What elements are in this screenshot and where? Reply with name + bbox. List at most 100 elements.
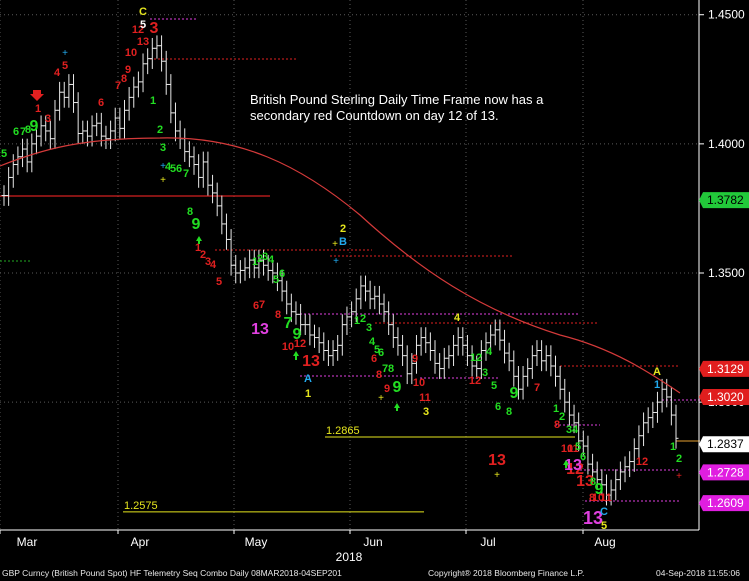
count-marker: 12 bbox=[294, 338, 306, 350]
count-marker: 2 bbox=[340, 223, 346, 235]
x-tick-label: Mar bbox=[17, 535, 38, 549]
price-bar bbox=[15, 146, 21, 175]
price-bar bbox=[636, 425, 642, 459]
price-tag-box bbox=[699, 360, 749, 377]
price-bar bbox=[353, 288, 359, 323]
price-bar bbox=[557, 365, 563, 400]
count-marker: 6 bbox=[580, 451, 586, 463]
price-bar bbox=[237, 260, 243, 284]
count-marker: 4 bbox=[268, 254, 275, 266]
count-marker: 2 bbox=[676, 453, 682, 465]
count-marker: 5 bbox=[374, 344, 380, 356]
price-bar bbox=[200, 151, 206, 188]
price-bar bbox=[233, 254, 239, 284]
price-bar bbox=[562, 378, 568, 413]
price-tag: 1.3782 bbox=[699, 192, 749, 209]
price-tag-box bbox=[699, 495, 749, 512]
price-bar bbox=[265, 254, 271, 281]
footer-bar: GBP Curncy (British Pound Spot) HF Telem… bbox=[0, 566, 749, 581]
count-marker: 8 bbox=[506, 406, 512, 418]
count-marker: 4 bbox=[486, 346, 493, 358]
price-bar bbox=[464, 334, 470, 366]
price-bar bbox=[219, 195, 225, 235]
count-marker: 2 bbox=[360, 313, 366, 325]
price-bar bbox=[627, 451, 633, 478]
price-bar bbox=[362, 275, 368, 302]
buy-arrow-icon bbox=[196, 236, 202, 244]
price-bar bbox=[650, 402, 656, 428]
price-bar bbox=[66, 74, 72, 108]
price-bar bbox=[400, 334, 406, 366]
count-marker: 5 bbox=[170, 163, 176, 175]
price-bar bbox=[460, 327, 466, 356]
count-marker: 13 bbox=[251, 321, 269, 338]
count-marker: 6 bbox=[378, 347, 384, 359]
price-bar bbox=[553, 355, 559, 387]
price-bar bbox=[38, 115, 44, 147]
price-bar bbox=[261, 249, 267, 276]
price-bar bbox=[409, 353, 415, 385]
count-marker: 2 bbox=[257, 253, 263, 265]
count-marker: C bbox=[600, 506, 608, 518]
count-marker: 8 bbox=[376, 369, 382, 381]
count-marker: 3 bbox=[366, 322, 372, 334]
price-bar bbox=[529, 345, 535, 379]
price-bar bbox=[186, 141, 192, 168]
count-marker: 13 bbox=[302, 353, 320, 370]
price-bar bbox=[673, 404, 679, 449]
price-bar bbox=[312, 324, 318, 348]
price-tag-box bbox=[699, 192, 749, 209]
price-tag-label: 1.2728 bbox=[707, 465, 744, 479]
count-marker: 4 bbox=[210, 259, 217, 271]
price-tag: 1.3020 bbox=[699, 388, 749, 405]
price-bar bbox=[645, 407, 651, 434]
price-bar bbox=[603, 474, 609, 506]
buy-arrow-icon bbox=[293, 351, 299, 360]
red-cross-icon: + bbox=[676, 471, 682, 482]
count-marker: 8 bbox=[589, 492, 595, 504]
price-bar bbox=[654, 391, 660, 423]
price-bar bbox=[57, 81, 63, 121]
price-bar bbox=[432, 340, 438, 374]
price-bar bbox=[159, 35, 165, 72]
price-bar bbox=[395, 327, 401, 356]
count-marker: 9 bbox=[595, 481, 604, 498]
count-marker: 9 bbox=[510, 385, 519, 402]
price-bar bbox=[446, 345, 452, 369]
price-bar bbox=[515, 365, 521, 400]
price-bar bbox=[608, 479, 614, 506]
price-bar bbox=[622, 456, 628, 483]
price-bar bbox=[599, 469, 605, 496]
arrow-markers bbox=[30, 90, 569, 468]
price-bar bbox=[61, 81, 67, 108]
count-marker: 11 bbox=[600, 492, 612, 504]
footer-timestamp-text: 04-Sep-2018 11:55:06 bbox=[656, 568, 740, 578]
price-bar bbox=[548, 345, 554, 377]
price-bar bbox=[274, 262, 280, 292]
price-bar bbox=[112, 107, 118, 142]
price-bar bbox=[441, 347, 447, 379]
y-tick-label: 1.3500 bbox=[708, 266, 745, 280]
price-bar bbox=[10, 154, 16, 188]
count-marker: 13 bbox=[564, 457, 582, 474]
price-bar bbox=[534, 340, 540, 366]
count-marker: 2 bbox=[200, 249, 206, 261]
price-bar bbox=[423, 327, 429, 354]
price-bar bbox=[590, 453, 596, 483]
price-tag-label: 1.2837 bbox=[707, 437, 744, 451]
count-marker: 7 bbox=[115, 80, 121, 92]
price-bar bbox=[358, 275, 364, 310]
price-bar bbox=[223, 213, 229, 250]
x-axis: Mar Apr May Jun Jul Aug bbox=[0, 530, 616, 549]
count-marker: C bbox=[139, 6, 147, 18]
price-bar bbox=[210, 174, 216, 204]
count-marker: 13 bbox=[137, 36, 149, 48]
price-bar bbox=[455, 327, 461, 356]
count-marker: 12 bbox=[132, 24, 144, 36]
price-bar bbox=[126, 87, 132, 121]
price-bar bbox=[80, 120, 86, 144]
price-bar bbox=[154, 35, 160, 59]
count-marker: 5 bbox=[491, 380, 497, 392]
